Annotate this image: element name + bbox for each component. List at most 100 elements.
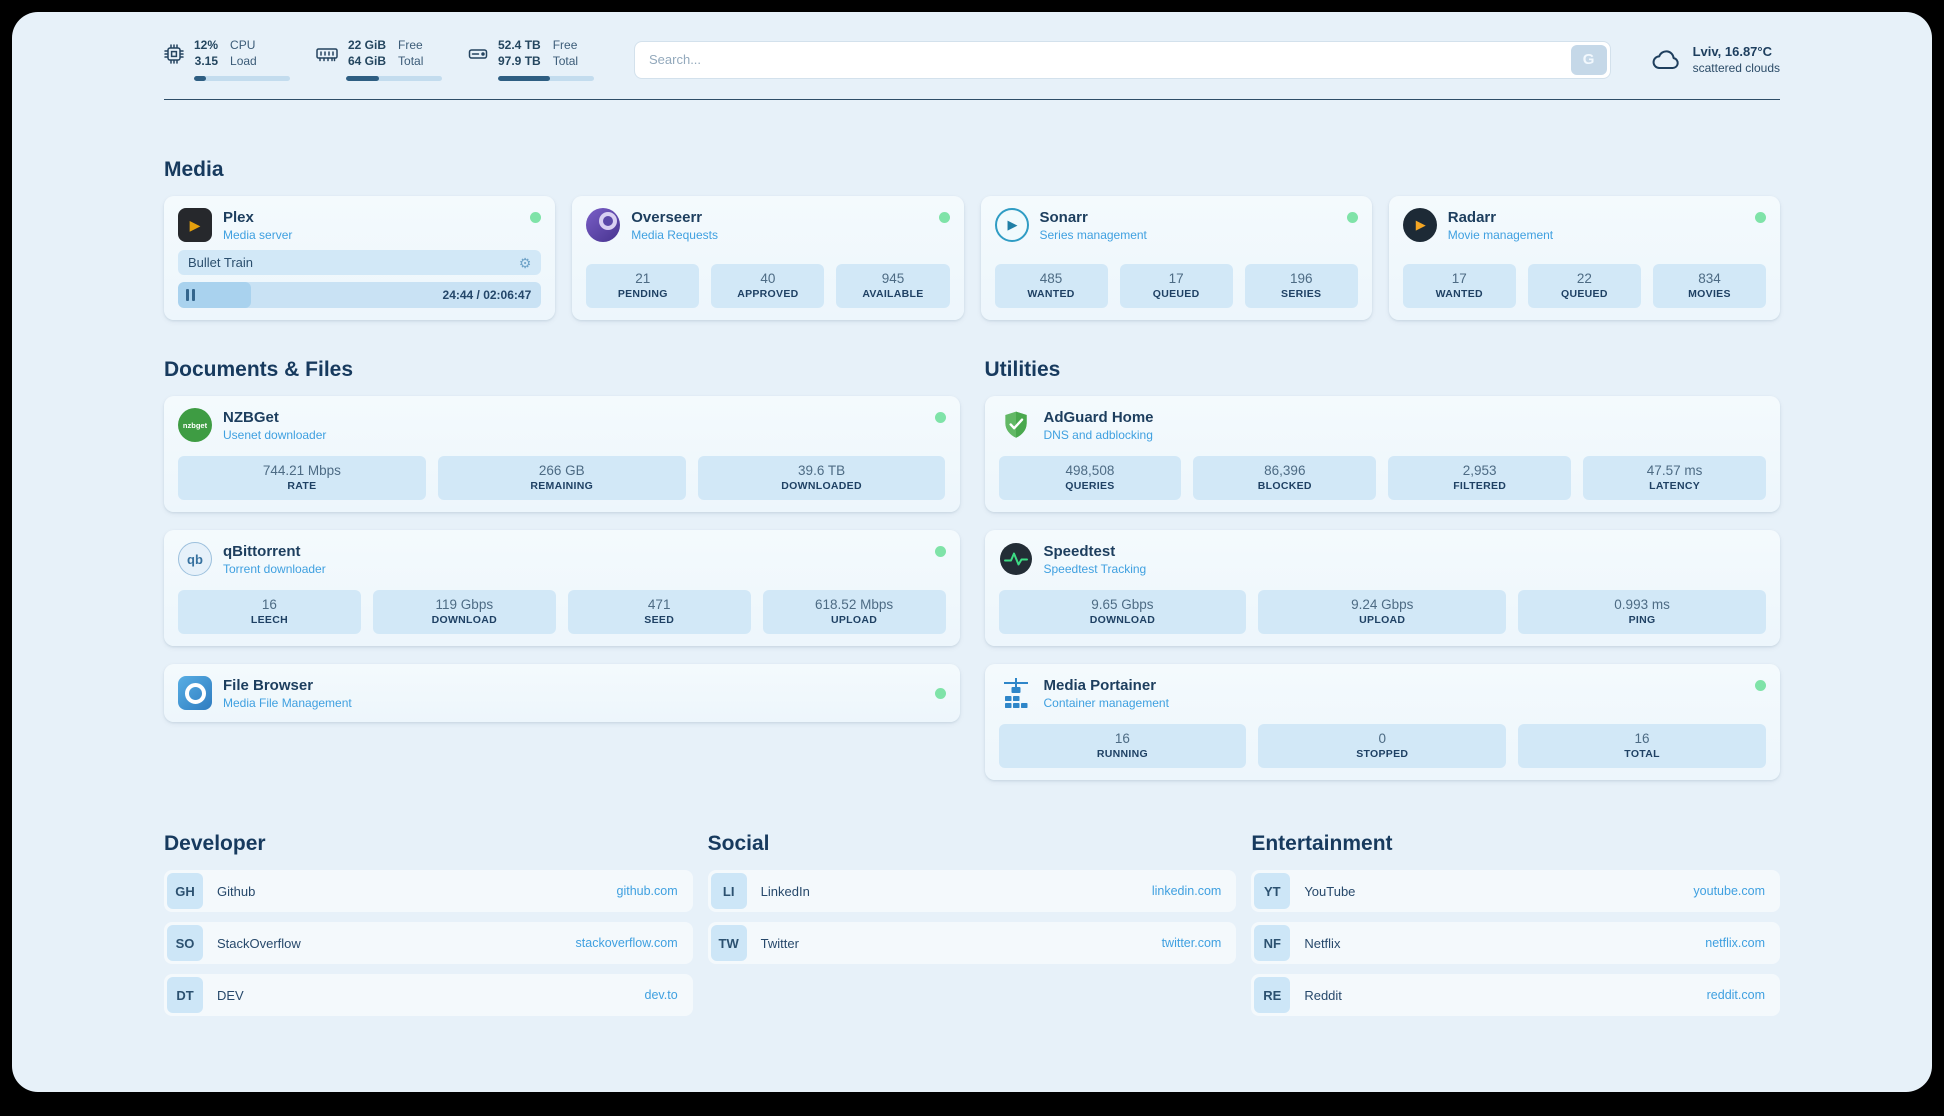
app-name: Speedtest — [1043, 543, 1116, 561]
app-subtitle[interactable]: Container management — [1043, 696, 1169, 711]
stat-value: 16 — [1634, 731, 1650, 747]
link-url[interactable]: stackoverflow.com — [575, 936, 678, 951]
github-icon: GH — [167, 873, 203, 910]
search-input[interactable] — [634, 40, 1611, 79]
link-name: StackOverflow — [217, 935, 301, 951]
app-subtitle[interactable]: Movie management — [1447, 228, 1554, 243]
settings-gear-icon[interactable] — [519, 256, 532, 270]
stat-upload: 618.52 Mbps UPLOAD — [762, 590, 946, 635]
media-section-title: Media — [164, 158, 224, 182]
qbittorrent-icon — [178, 542, 212, 577]
stat-pending: 21 PENDING — [586, 264, 700, 309]
stat-value: 17 — [1168, 271, 1184, 287]
stat-total: 16 TOTAL — [1518, 724, 1766, 769]
load-label: Load — [230, 53, 257, 68]
link-url[interactable]: netflix.com — [1705, 936, 1765, 951]
stat-label: DOWNLOADED — [781, 480, 862, 493]
link-url[interactable]: youtube.com — [1693, 884, 1765, 899]
playback-progress-fill — [178, 282, 251, 309]
topbar: 12% 3.15 CPU Load — [164, 38, 1780, 82]
link-url[interactable]: reddit.com — [1706, 988, 1765, 1003]
link-name: LinkedIn — [760, 883, 810, 899]
stat-value: 21 — [635, 271, 651, 287]
app-card-adguard[interactable]: AdGuard Home DNS and adblocking 498,508 … — [984, 396, 1780, 513]
app-card-plex[interactable]: Plex Media server Bullet Train — [164, 196, 556, 321]
stat-label: RATE — [287, 480, 317, 493]
stat-label: UPLOAD — [830, 614, 878, 627]
link-row-github[interactable]: GH Github github.com — [164, 870, 693, 913]
app-subtitle[interactable]: Media server — [223, 228, 293, 243]
app-card-portainer[interactable]: Media Portainer Container management 16 … — [984, 664, 1780, 781]
app-subtitle[interactable]: Media File Management — [223, 696, 352, 711]
stat-filtered: 2,953 FILTERED — [1388, 456, 1572, 501]
app-subtitle[interactable]: Torrent downloader — [223, 562, 326, 577]
link-url[interactable]: github.com — [616, 884, 678, 899]
header-divider — [164, 99, 1780, 101]
app-subtitle[interactable]: DNS and adblocking — [1043, 428, 1153, 443]
app-name: Media Portainer — [1043, 677, 1157, 695]
stat-wanted: 17 WANTED — [1402, 264, 1516, 309]
portainer-icon — [999, 676, 1033, 710]
ram-free: 22 GiB — [348, 38, 387, 52]
link-row-linkedin[interactable]: LI LinkedIn linkedin.com — [707, 870, 1237, 913]
plex-icon — [178, 208, 212, 243]
app-card-qbittorrent[interactable]: qBittorrent Torrent downloader 16 LEECH — [164, 530, 960, 647]
stat-value: 119 Gbps — [435, 597, 494, 613]
app-card-radarr[interactable]: Radarr Movie management 17 WANTED 22 QUE… — [1388, 196, 1780, 321]
link-row-stackoverflow[interactable]: SO StackOverflow stackoverflow.com — [164, 922, 693, 965]
link-row-youtube[interactable]: YT YouTube youtube.com — [1251, 870, 1780, 913]
link-row-twitter[interactable]: TW Twitter twitter.com — [707, 922, 1237, 965]
link-row-reddit[interactable]: RE Reddit reddit.com — [1251, 974, 1780, 1017]
stat-label: PING — [1628, 614, 1656, 627]
cloud-icon — [1651, 48, 1683, 72]
stat-label: STOPPED — [1356, 748, 1409, 761]
link-row-netflix[interactable]: NF Netflix netflix.com — [1251, 922, 1780, 965]
status-dot — [934, 687, 946, 699]
stat-value: 86,396 — [1264, 463, 1306, 479]
link-url[interactable]: linkedin.com — [1151, 884, 1222, 899]
stat-value: 2,953 — [1462, 463, 1497, 479]
stat-upload: 9.24 Gbps UPLOAD — [1258, 590, 1507, 635]
cpu-icon — [164, 43, 184, 64]
app-subtitle[interactable]: Speedtest Tracking — [1043, 562, 1147, 577]
link-url[interactable]: dev.to — [644, 988, 678, 1003]
stat-label: DOWNLOAD — [431, 614, 497, 627]
app-subtitle[interactable]: Usenet downloader — [223, 428, 327, 443]
app-card-nzbget[interactable]: NZBGet Usenet downloader 744.21 Mbps RAT… — [164, 396, 960, 513]
radarr-icon — [1402, 208, 1437, 243]
app-card-sonarr[interactable]: Sonarr Series management 485 WANTED 17 Q… — [980, 196, 1372, 321]
app-subtitle[interactable]: Series management — [1039, 228, 1147, 243]
playback-progress-bar[interactable]: 24:44 / 02:06:47 — [178, 282, 542, 309]
app-card-speedtest[interactable]: Speedtest Speedtest Tracking 9.65 Gbps D… — [984, 530, 1780, 647]
filebrowser-icon — [178, 676, 212, 711]
status-dot — [1755, 680, 1766, 692]
disk-icon — [468, 44, 488, 64]
stat-queries: 498,508 QUERIES — [998, 456, 1182, 501]
section-developer: Developer GH Github github.com SO StackO… — [164, 832, 693, 1017]
now-playing-bar: Bullet Train — [178, 250, 542, 276]
pause-icon[interactable] — [186, 289, 195, 302]
cpu-usage: 12% — [194, 38, 219, 52]
stackoverflow-icon: SO — [167, 925, 203, 962]
stat-label: RUNNING — [1096, 748, 1148, 761]
ram-progress-bar — [346, 76, 442, 82]
weather-condition: scattered clouds — [1692, 61, 1780, 76]
section-utilities: Utilities — [984, 358, 1780, 781]
stat-available: 945 AVAILABLE — [836, 264, 950, 309]
app-subtitle[interactable]: Media Requests — [631, 228, 718, 243]
stat-value: 834 — [1698, 271, 1721, 287]
reddit-icon: RE — [1254, 977, 1291, 1014]
utilities-section-title: Utilities — [984, 358, 1061, 382]
link-row-dev[interactable]: DT DEV dev.to — [164, 974, 693, 1017]
stat-value: 618.52 Mbps — [815, 597, 894, 613]
search-engine-button[interactable]: G — [1570, 44, 1607, 75]
stat-value: 22 — [1576, 271, 1592, 287]
stat-label: REMAINING — [530, 480, 594, 493]
linkedin-icon: LI — [710, 873, 747, 910]
developer-section-title: Developer — [164, 832, 266, 856]
stat-label: TOTAL — [1624, 748, 1660, 761]
link-url[interactable]: twitter.com — [1161, 936, 1222, 951]
app-card-filebrowser[interactable]: File Browser Media File Management — [164, 664, 960, 723]
app-card-overseerr[interactable]: Overseerr Media Requests 21 PENDING 40 A… — [572, 196, 964, 321]
stat-label: QUERIES — [1065, 480, 1115, 493]
